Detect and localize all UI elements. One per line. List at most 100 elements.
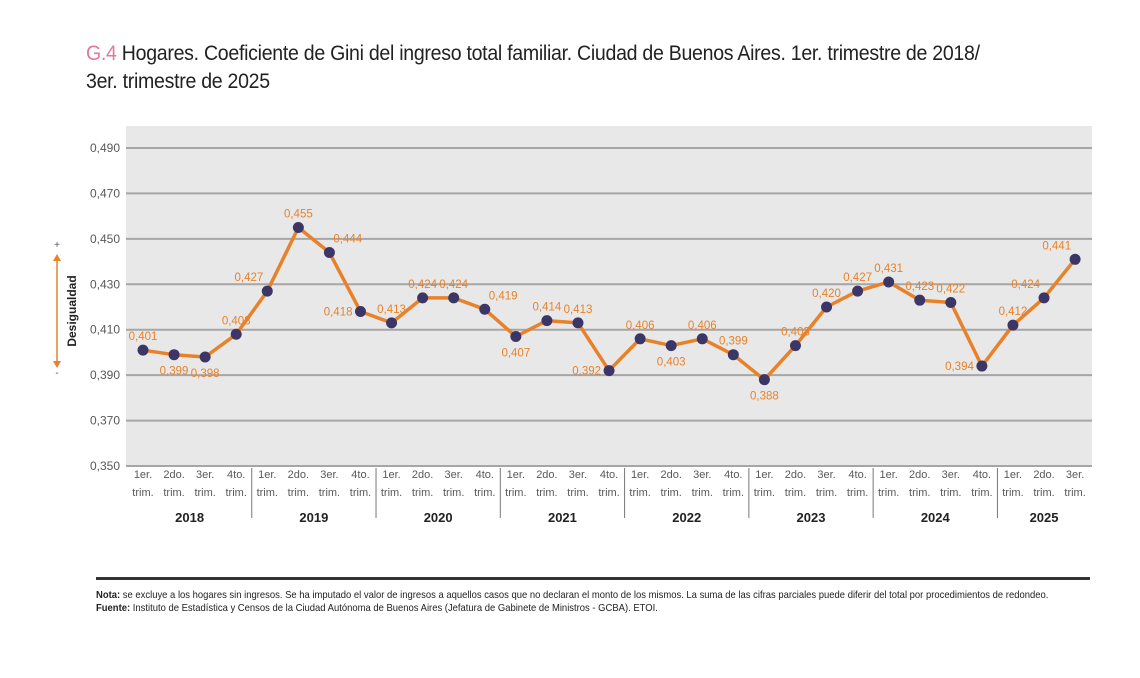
- y-axis-title: Desigualdad: [65, 275, 79, 346]
- x-tick-label-trim: trim.: [350, 487, 371, 499]
- data-label: 0,388: [750, 391, 779, 403]
- x-tick-label-quarter: 1er.: [1004, 469, 1022, 481]
- x-tick-label-quarter: 2do.: [909, 469, 930, 481]
- data-label: 0,455: [284, 209, 313, 221]
- note-text: se excluye a los hogares sin ingresos. S…: [120, 589, 1049, 601]
- x-tick-label-quarter: 3er.: [196, 469, 214, 481]
- data-label: 0,401: [129, 331, 158, 343]
- plot-area: [126, 126, 1092, 466]
- x-tick-label-quarter: 3er.: [445, 469, 463, 481]
- x-tick-label-quarter: 2do.: [1033, 469, 1054, 481]
- x-tick-label-trim: trim.: [474, 487, 495, 499]
- data-label: 0,414: [533, 302, 562, 314]
- source: Fuente: Instituto de Estadística y Censo…: [96, 602, 1095, 615]
- x-tick-label-trim: trim.: [163, 487, 184, 499]
- data-point: [199, 351, 211, 363]
- data-label: 0,403: [657, 357, 686, 369]
- data-label: 0,392: [572, 366, 601, 378]
- x-tick-label-trim: trim.: [567, 487, 588, 499]
- x-tick-label-trim: trim.: [381, 487, 402, 499]
- data-point: [914, 294, 926, 306]
- data-label: 0,403: [781, 327, 810, 339]
- data-point: [292, 222, 304, 233]
- x-tick-label-trim: trim.: [971, 487, 992, 499]
- data-point: [976, 360, 988, 372]
- data-point: [541, 315, 553, 327]
- x-tick-label-trim: trim.: [754, 487, 775, 499]
- x-tick-label-quarter: 3er.: [817, 469, 835, 481]
- data-label: 0,427: [234, 272, 263, 284]
- note: Nota: se excluye a los hogares sin ingre…: [96, 589, 1095, 602]
- x-tick-label-quarter: 1er.: [382, 469, 400, 481]
- x-year-label: 2025: [1030, 510, 1059, 525]
- x-tick-label-trim: trim.: [940, 487, 961, 499]
- data-label: 0,424: [439, 279, 468, 291]
- x-tick-label-quarter: 1er.: [258, 469, 276, 481]
- data-label: 0,412: [999, 306, 1028, 318]
- data-label: 0,424: [408, 279, 437, 291]
- data-label: 0,420: [812, 288, 841, 300]
- title-line-2: 3er. trimestre de 2025: [86, 70, 270, 93]
- x-tick-label-trim: trim.: [598, 487, 619, 499]
- x-tick-label-quarter: 4to.: [848, 469, 866, 481]
- source-label: Fuente:: [96, 602, 131, 614]
- x-tick-label-quarter: 1er.: [880, 469, 898, 481]
- x-tick-label-quarter: 4to.: [724, 469, 742, 481]
- x-tick-label-trim: trim.: [723, 487, 744, 499]
- chart-notes: Nota: se excluye a los hogares sin ingre…: [96, 589, 1095, 615]
- data-label: 0,413: [377, 304, 406, 316]
- x-tick-label-trim: trim.: [816, 487, 837, 499]
- gini-line-chart: 0,350 0,370 0,390 0,410 0,430 0,450 0,470 0,490…: [53, 126, 1092, 525]
- x-year-label: 2023: [797, 510, 826, 525]
- data-point: [168, 349, 180, 361]
- data-label: 0,441: [1042, 240, 1071, 252]
- data-point: [789, 340, 801, 352]
- x-tick-label-trim: trim.: [412, 487, 433, 499]
- x-tick-label-quarter: 1er.: [755, 469, 773, 481]
- x-tick-label-quarter: 4to.: [227, 469, 245, 481]
- data-point: [758, 374, 770, 386]
- x-tick-label-trim: trim.: [1064, 487, 1085, 499]
- x-tick-label-quarter: 3er.: [569, 469, 587, 481]
- x-tick-label-trim: trim.: [785, 487, 806, 499]
- data-label: 0,406: [626, 320, 655, 332]
- y-tick-label: 0,410: [90, 323, 120, 337]
- data-point: [230, 328, 242, 340]
- data-point: [603, 365, 615, 377]
- x-tick-label-quarter: 2do.: [288, 469, 309, 481]
- data-point: [852, 285, 864, 297]
- x-tick-label-trim: trim.: [660, 487, 681, 499]
- x-tick-label-trim: trim.: [629, 487, 650, 499]
- x-year-label: 2020: [424, 510, 453, 525]
- data-label: 0,398: [191, 368, 220, 380]
- data-point: [386, 317, 398, 329]
- x-tick-label-quarter: 4to.: [476, 469, 494, 481]
- x-tick-label-trim: trim.: [505, 487, 526, 499]
- data-point: [696, 333, 708, 345]
- data-label: 0,408: [222, 315, 251, 327]
- data-point: [510, 331, 522, 343]
- data-label: 0,419: [489, 290, 518, 302]
- data-point: [883, 276, 895, 288]
- x-tick-label-trim: trim.: [536, 487, 557, 499]
- data-point: [665, 340, 677, 352]
- x-tick-label-quarter: 2do.: [536, 469, 557, 481]
- x-tick-label-quarter: 1er.: [507, 469, 525, 481]
- data-label: 0,413: [564, 304, 593, 316]
- data-point: [479, 303, 491, 315]
- chart-title: G.4 Hogares. Coeficiente de Gini del ing…: [86, 40, 1100, 96]
- data-point: [448, 292, 460, 304]
- x-tick-label-quarter: 4to.: [973, 469, 991, 481]
- data-label: 0,423: [905, 281, 934, 293]
- y-axis-minus-sign: -: [55, 368, 58, 379]
- y-tick-label: 0,450: [90, 232, 120, 246]
- x-tick-label-trim: trim.: [319, 487, 340, 499]
- series-markers: [137, 222, 1081, 386]
- data-point: [1038, 292, 1050, 304]
- y-tick-label: 0,370: [90, 414, 120, 428]
- source-text: Instituto de Estadística y Censos de la …: [130, 602, 658, 614]
- data-point: [1069, 253, 1081, 265]
- data-label: 0,399: [160, 366, 189, 378]
- x-tick-label-quarter: 3er.: [942, 469, 960, 481]
